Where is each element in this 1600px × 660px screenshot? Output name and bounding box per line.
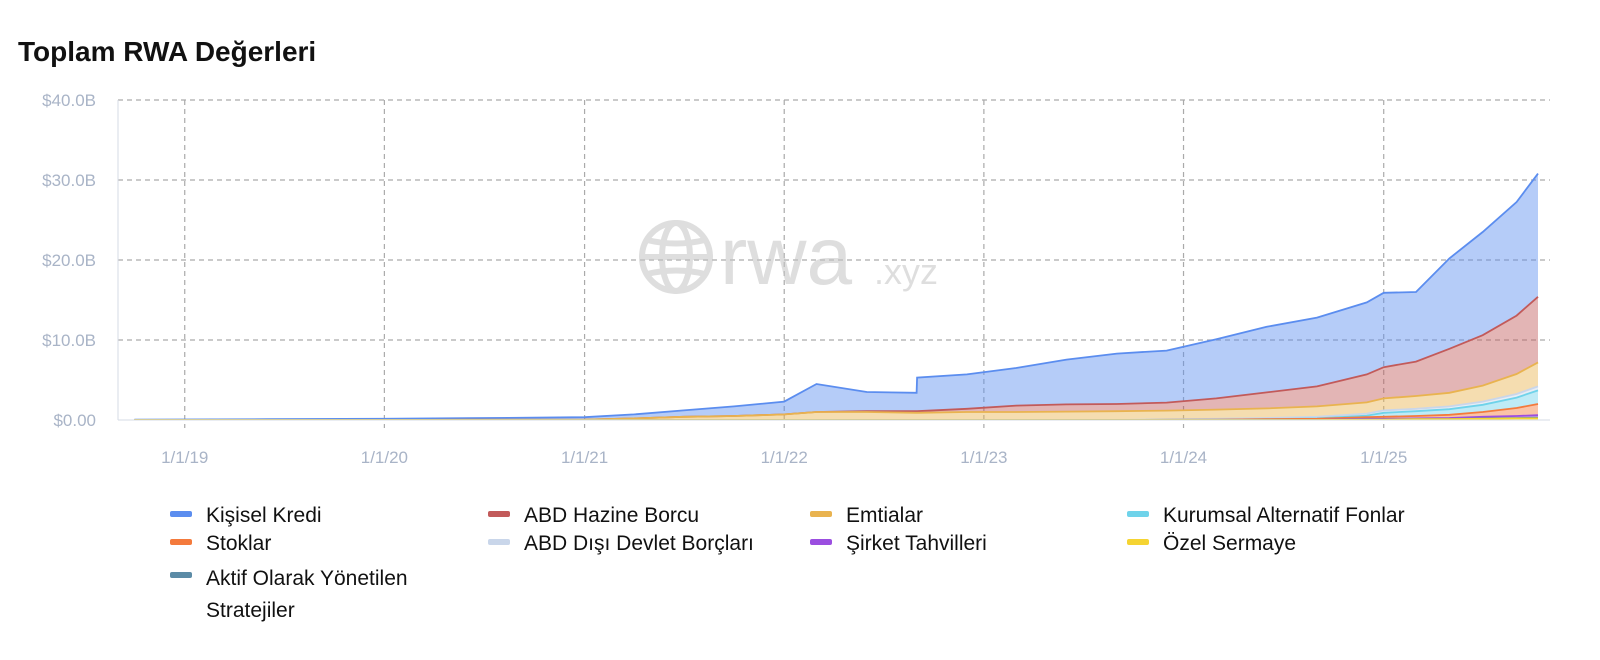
rwa-area-chart: rwa .xyz $0.00 $10.0B $20.0B $30.0B $40.0B 1/… [42,91,1550,467]
area-ki-isel-kredi [134,173,1538,420]
legend-swatch [488,539,510,545]
legend-item[interactable]: Kurumsal Alternatif Fonlar [1127,502,1405,530]
legend-swatch [170,511,192,517]
legend-swatch [170,539,192,545]
series-line-kurumsal-alternatif-fonlar [134,389,1539,420]
x-tick-label: 1/1/25 [1360,448,1407,467]
series-line--zel-sermaye [134,417,1538,420]
series-line-ki-isel-kredi [134,173,1539,420]
legend-swatch [488,511,510,517]
legend-label: Emtialar [846,504,924,527]
legend-item[interactable]: Şirket Tahvilleri [810,530,987,558]
x-tick-label: 1/1/20 [361,448,408,467]
legend-label: ABD Dışı Devlet Borçları [524,532,754,555]
legend-item[interactable]: Özel Sermaye [1127,530,1296,558]
legend-swatch [810,511,832,517]
y-tick-label: $10.0B [42,331,96,350]
legend-item[interactable]: Aktif Olarak Yönetilen Stratejiler [170,563,460,627]
watermark-suffix: .xyz [874,251,938,292]
legend-label: ABD Hazine Borcu [524,504,700,527]
legend-swatch [1127,539,1149,545]
series-line-stoklar [134,403,1539,420]
y-tick-label: $20.0B [42,251,96,270]
y-tick-label: $0.00 [53,411,96,430]
globe-icon [639,220,713,294]
axes: $0.00 $10.0B $20.0B $30.0B $40.0B 1/1/19 1/1/2… [42,91,1550,467]
legend-label: Kurumsal Alternatif Fonlar [1163,504,1405,527]
y-tick-label: $40.0B [42,91,96,110]
watermark-brand: rwa [720,211,853,302]
watermark: rwa .xyz [639,211,938,302]
legend-label: Özel Sermaye [1163,532,1297,555]
legend-item[interactable]: Emtialar [810,502,923,530]
chart-title: Toplam RWA Değerleri [18,36,317,67]
x-tick-label: 1/1/22 [761,448,808,467]
x-tick-label: 1/1/19 [161,448,208,467]
x-tick-label: 1/1/24 [1160,448,1207,467]
y-tick-label: $30.0B [42,171,96,190]
x-tick-label: 1/1/21 [561,448,608,467]
legend-swatch [1127,511,1149,517]
legend-swatch [170,572,192,578]
legend-label: Şirket Tahvilleri [846,532,987,555]
legend-item[interactable]: Stoklar [170,530,271,558]
series-line-emtialar [134,361,1539,420]
legend-item[interactable]: ABD Dışı Devlet Borçları [488,530,754,558]
legend-item[interactable]: Kişisel Kredi [170,502,322,530]
legend-item[interactable]: ABD Hazine Borcu [488,502,699,530]
legend-swatch [810,539,832,545]
legend-label: Kişisel Kredi [206,504,322,527]
series-line-abd-d-devlet-bor-lar- [134,385,1539,420]
legend-label: Stoklar [206,532,272,555]
grid [118,99,1550,428]
legend-label: Aktif Olarak Yönetilen Stratejiler [206,567,408,622]
x-tick-label: 1/1/23 [960,448,1007,467]
